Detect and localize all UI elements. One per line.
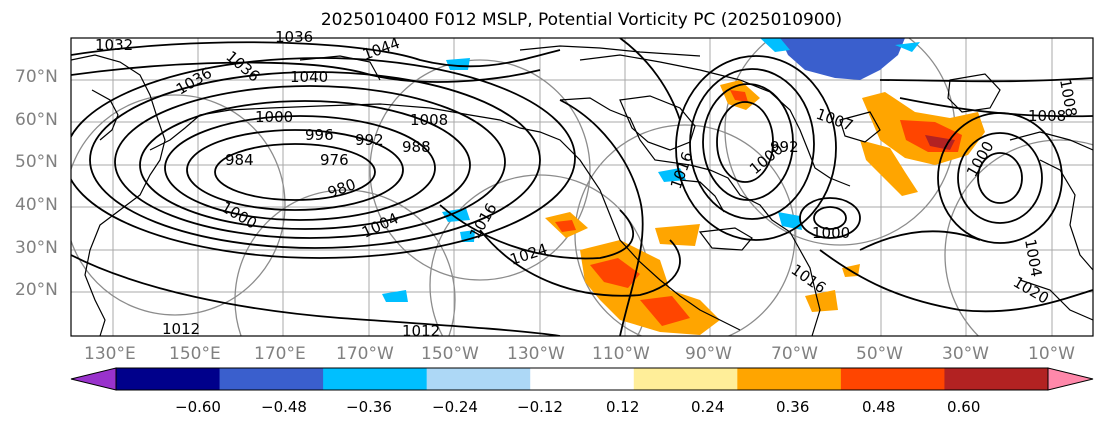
lon-label: 10°W — [1028, 344, 1075, 364]
isobar-label: 1008 — [1028, 107, 1066, 125]
isobar-label: 1000 — [812, 224, 850, 242]
colorbar-tick: 0.60 — [947, 398, 981, 416]
lon-label: 90°W — [685, 344, 732, 364]
isobar-label: 1008 — [410, 111, 448, 129]
colorbar-tick: 0.12 — [606, 398, 640, 416]
colorbar-tick: 0.36 — [776, 398, 810, 416]
lon-label: 150°W — [421, 344, 479, 364]
mslp-isobars — [71, 38, 1093, 336]
isobar-label: 1012 — [162, 320, 200, 338]
lon-label: 170°W — [336, 344, 394, 364]
lon-label: 70°W — [771, 344, 818, 364]
lat-label: 60°N — [15, 110, 58, 130]
colorbar-tick: −0.48 — [261, 398, 307, 416]
colorbar-tick: 0.24 — [691, 398, 725, 416]
isobar-label: 1036 — [275, 28, 313, 46]
lat-label: 40°N — [15, 195, 58, 215]
isobar-label: 1012 — [402, 322, 440, 340]
map-frame — [70, 37, 1094, 337]
lon-label: 150°E — [169, 344, 221, 364]
colorbar-tick: −0.36 — [346, 398, 392, 416]
colorbar-tick: −0.12 — [517, 398, 563, 416]
map-title: 2025010400 F012 MSLP, Potential Vorticit… — [320, 10, 843, 30]
isobar-label: 984 — [225, 151, 254, 169]
lon-label: 30°W — [942, 344, 989, 364]
lat-label: 20°N — [15, 280, 58, 300]
lat-label: 50°N — [15, 152, 58, 172]
map-background — [71, 38, 1093, 336]
lon-label: 170°E — [254, 344, 306, 364]
colorbar-tick: 0.48 — [862, 398, 896, 416]
lon-label: 110°W — [592, 344, 650, 364]
isobar-label: 996 — [305, 126, 334, 144]
isobar-label: 988 — [402, 138, 431, 156]
isobar-label: 1040 — [290, 68, 328, 86]
isobar-label: 992 — [355, 131, 384, 149]
isobar-label: 992 — [770, 138, 799, 156]
isobar-label: 976 — [320, 151, 349, 169]
colorbar-tick: −0.60 — [175, 398, 221, 416]
isobar-label: 1032 — [95, 36, 133, 54]
lon-label: 130°W — [507, 344, 565, 364]
lon-label: 50°W — [856, 344, 903, 364]
isobar-label: 1000 — [255, 108, 293, 126]
lat-label: 70°N — [15, 67, 58, 87]
colorbar-tick: −0.24 — [432, 398, 478, 416]
lon-label: 130°E — [84, 344, 136, 364]
lat-label: 30°N — [15, 238, 58, 258]
